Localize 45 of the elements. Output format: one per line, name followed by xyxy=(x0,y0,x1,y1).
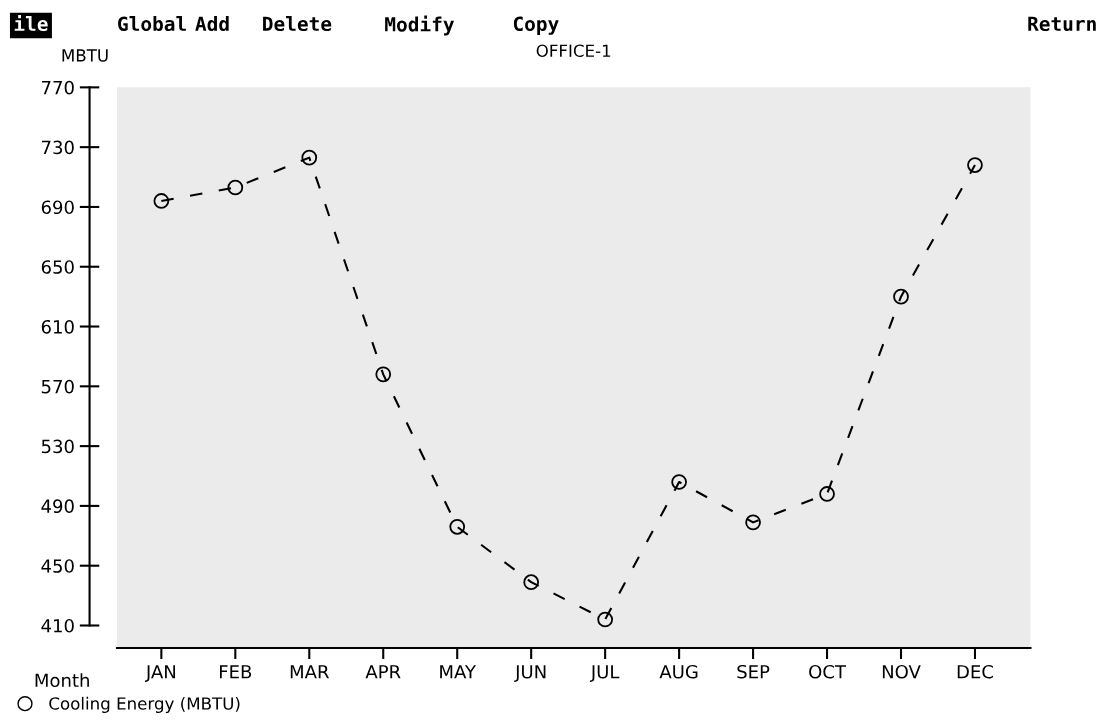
text: Modify xyxy=(385,15,455,36)
y-tick-label: 530 xyxy=(41,439,74,454)
point xyxy=(227,179,244,196)
text: Return xyxy=(1028,16,1096,32)
x-tick-label: JUL xyxy=(589,665,620,682)
x-tick-label: JAN xyxy=(144,665,176,682)
point xyxy=(449,518,466,535)
point xyxy=(301,149,318,166)
y-tick-label: 450 xyxy=(41,559,74,573)
x-tick-label: MAY xyxy=(440,665,477,679)
point xyxy=(375,366,392,383)
point xyxy=(597,611,613,628)
y-tick-label: 410 xyxy=(41,618,74,633)
y-tick-label: 770 xyxy=(42,80,74,95)
y-tick-label: 490 xyxy=(41,499,74,514)
y-tick-label: 570 xyxy=(41,379,74,394)
text: Delete xyxy=(263,16,332,32)
x-tick-label: MAR xyxy=(290,665,329,679)
text: ile xyxy=(14,15,48,32)
x-tick-label: APR xyxy=(365,665,401,679)
y-tick-label: 650 xyxy=(41,260,74,274)
y-tick-label: 730 xyxy=(42,140,74,155)
point xyxy=(153,193,170,209)
x-tick-label: AUG xyxy=(659,664,698,679)
point xyxy=(671,474,687,490)
x-tick-label: FEB xyxy=(220,665,252,679)
point xyxy=(819,486,835,502)
point xyxy=(967,157,983,173)
x-tick-label: DEC xyxy=(957,664,993,679)
text: Copy xyxy=(513,16,559,35)
text: Global xyxy=(118,16,186,32)
point xyxy=(893,288,909,305)
y-tick-label: 690 xyxy=(41,200,74,215)
x-tick-label: NOV xyxy=(882,664,921,679)
x-tick-label: SEP xyxy=(737,664,770,679)
x-axis-title: Month xyxy=(35,673,89,688)
point xyxy=(523,574,540,590)
x-tick-label: OCT xyxy=(809,664,847,679)
x-tick-label: JUN xyxy=(514,665,546,682)
legend-label: Cooling Energy (MBTU) xyxy=(49,696,240,713)
y-tick-label: 610 xyxy=(41,319,74,334)
point xyxy=(745,514,761,531)
text: Add xyxy=(195,16,229,32)
chart-title: OFFICE-1 xyxy=(536,44,611,58)
y-axis-title: MBTU xyxy=(62,49,108,62)
